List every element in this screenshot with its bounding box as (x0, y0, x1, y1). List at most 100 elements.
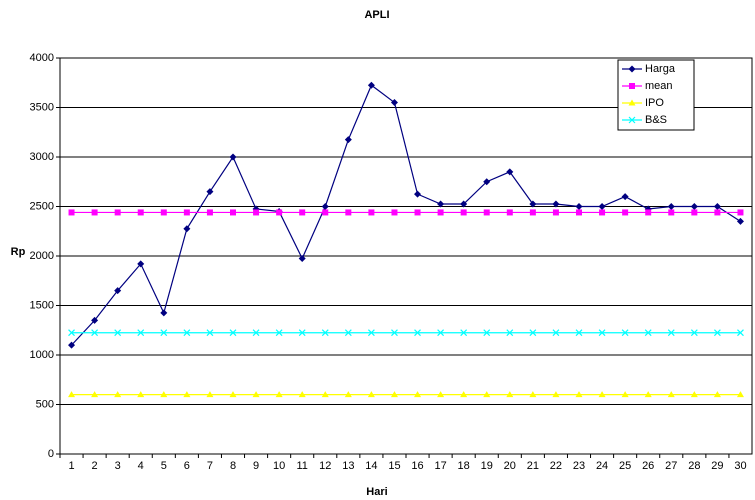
marker (575, 391, 583, 398)
x-tick-label: 28 (688, 460, 700, 472)
marker (137, 329, 145, 337)
x-tick-label: 15 (388, 460, 400, 472)
marker (414, 209, 421, 216)
marker (506, 391, 514, 398)
x-tick-label: 9 (253, 460, 259, 472)
marker (253, 209, 260, 216)
marker (298, 329, 306, 337)
y-tick-label: 500 (36, 398, 54, 410)
marker (667, 391, 675, 398)
x-tick-label: 13 (342, 460, 354, 472)
marker (137, 391, 145, 398)
marker (690, 391, 698, 398)
x-tick-label: 25 (619, 460, 631, 472)
marker (644, 391, 652, 398)
marker (598, 329, 606, 337)
marker (229, 153, 237, 161)
marker (114, 209, 121, 216)
marker (691, 209, 698, 216)
y-tick-label: 0 (48, 448, 54, 460)
x-tick-label: 20 (504, 460, 516, 472)
marker (621, 329, 629, 337)
marker (344, 136, 352, 144)
marker (598, 203, 606, 210)
x-tick-label: 22 (550, 460, 562, 472)
legend-marker (628, 65, 636, 73)
marker (599, 209, 606, 216)
marker (529, 209, 536, 216)
marker (552, 209, 559, 216)
x-tick-label: 14 (365, 460, 377, 472)
marker (91, 316, 99, 324)
marker (598, 391, 606, 398)
x-tick-label: 12 (319, 460, 331, 472)
marker (367, 329, 375, 337)
legend-label: mean (645, 80, 673, 92)
marker (575, 203, 583, 210)
marker (183, 391, 191, 398)
marker (737, 209, 744, 216)
marker (321, 329, 329, 337)
x-tick-label: 30 (734, 460, 746, 472)
marker (91, 391, 99, 398)
marker (275, 329, 283, 337)
marker (529, 391, 537, 398)
marker (160, 209, 167, 216)
marker (391, 209, 398, 216)
x-tick-label: 6 (184, 460, 190, 472)
marker (345, 209, 352, 216)
legend-marker (628, 116, 636, 124)
marker (298, 391, 306, 398)
marker (298, 254, 306, 262)
marker (667, 203, 675, 210)
marker (437, 391, 445, 398)
marker (68, 209, 75, 216)
marker (367, 391, 375, 398)
marker (368, 209, 375, 216)
marker (252, 391, 260, 398)
x-tick-label: 10 (273, 460, 285, 472)
marker (552, 329, 560, 337)
marker (736, 217, 744, 225)
y-tick-label: 3000 (30, 151, 54, 163)
marker (414, 329, 421, 337)
marker (91, 209, 98, 216)
x-tick-label: 7 (207, 460, 213, 472)
marker (644, 329, 652, 337)
marker (460, 209, 467, 216)
x-tick-label: 4 (138, 460, 144, 472)
marker (275, 391, 283, 398)
marker (437, 200, 445, 208)
marker (713, 203, 721, 210)
marker (460, 329, 468, 337)
legend-label: Harga (645, 63, 676, 75)
marker (621, 193, 629, 201)
marker (322, 209, 329, 216)
x-tick-label: 2 (92, 460, 98, 472)
marker (575, 329, 583, 337)
marker (390, 391, 398, 398)
marker (713, 391, 721, 398)
marker (137, 260, 145, 268)
marker (206, 391, 214, 398)
marker (737, 329, 744, 337)
x-tick-label: 23 (573, 460, 585, 472)
marker (736, 391, 744, 398)
marker (390, 99, 398, 107)
y-tick-label: 3500 (30, 101, 54, 113)
x-tick-label: 29 (711, 460, 723, 472)
marker (506, 209, 513, 216)
x-tick-label: 24 (596, 460, 608, 472)
y-tick-label: 1500 (30, 299, 54, 311)
marker (621, 391, 629, 398)
marker (68, 391, 76, 398)
marker (160, 309, 168, 317)
y-tick-label: 2500 (30, 200, 54, 212)
marker (668, 209, 675, 216)
marker (391, 329, 398, 337)
marker (114, 287, 122, 295)
legend-marker (629, 83, 635, 89)
marker (321, 203, 329, 210)
legend-marker (628, 99, 636, 106)
